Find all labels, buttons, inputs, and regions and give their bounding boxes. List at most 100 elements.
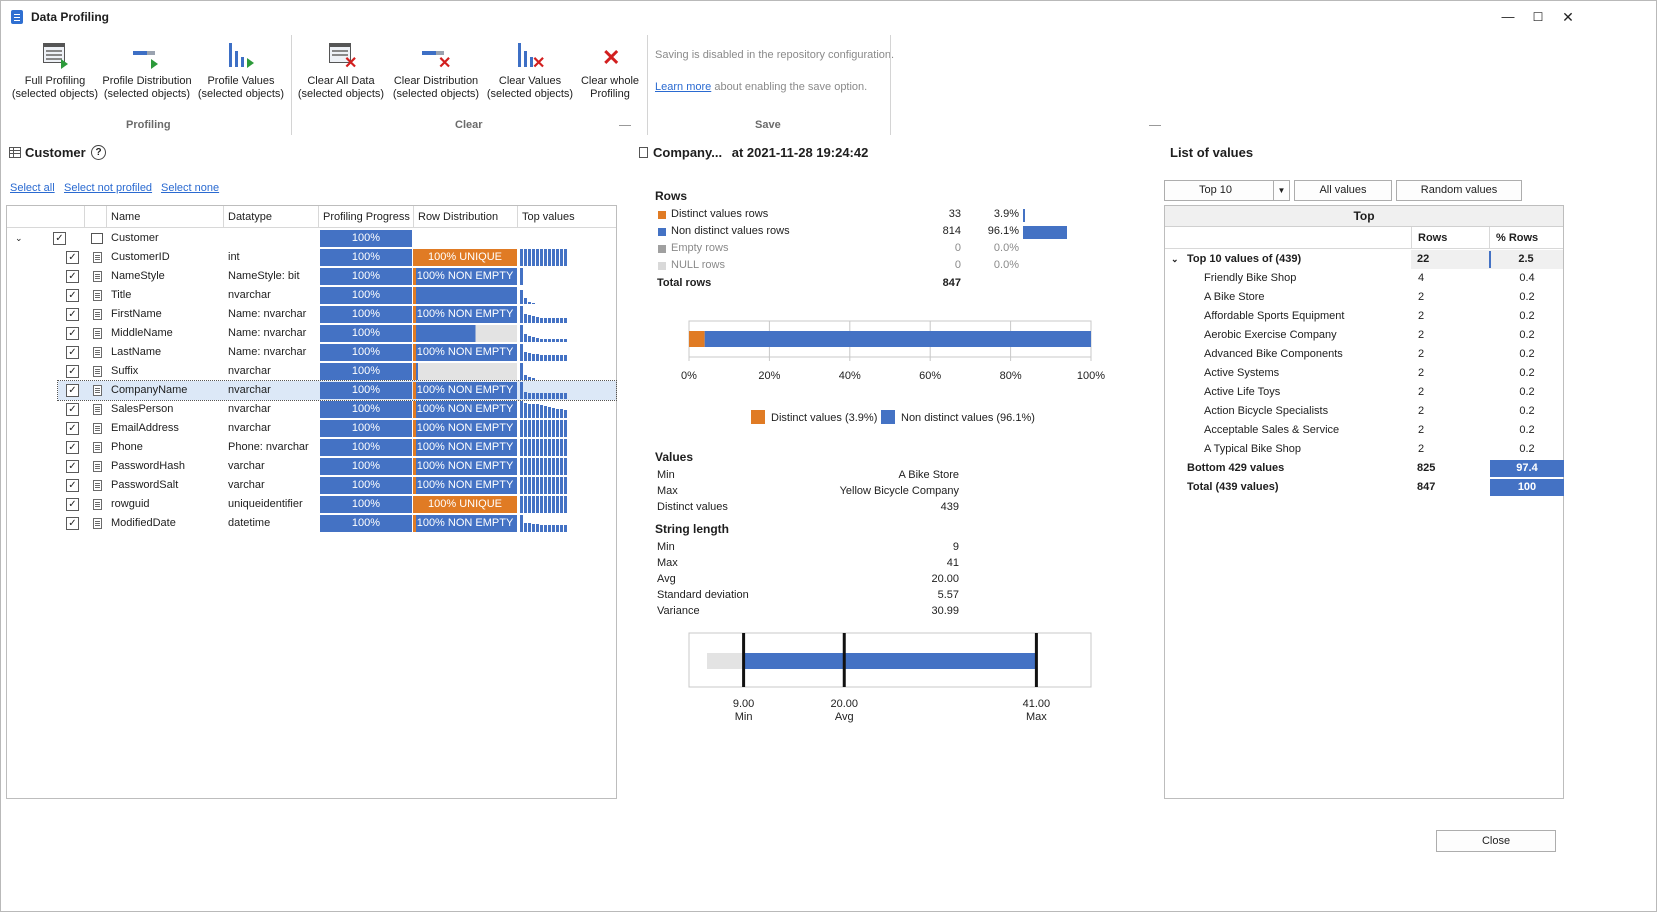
clear-all-data-label-1: Clear All Data [307,75,375,87]
select-all-link[interactable]: Select all [10,182,55,194]
row-checkbox[interactable]: ✓ [66,251,79,264]
maximize-icon[interactable]: ☐ [1532,10,1544,24]
row-checkbox[interactable]: ✓ [66,384,79,397]
close-icon[interactable]: ✕ [1562,9,1574,25]
all-values-button[interactable]: All values [1294,180,1392,201]
lov-item-row[interactable]: Active Systems 2 0.2 [1165,364,1563,383]
row-checkbox[interactable]: ✓ [66,498,79,511]
row-checkbox[interactable]: ✓ [66,327,79,340]
table-row[interactable]: ✓ Phone Phone: nvarchar 100% 100% NON EMPTY [7,438,616,457]
help-icon[interactable]: ? [91,145,106,160]
table-row[interactable]: ✓ LastName Name: nvarchar 100% 100% NON EMPT… [7,343,616,362]
column-icon [93,385,102,396]
database-icon [11,10,23,24]
lov-bottom-row[interactable]: Bottom 429 values 825 97.4 [1165,459,1564,478]
stat-value: 5.57 [937,589,959,601]
dropdown-arrow-icon[interactable]: ▼ [1273,181,1289,200]
clear-all-data-button[interactable]: ✕ Clear All Data (selected objects) [295,43,387,113]
row-checkbox[interactable]: ✓ [66,308,79,321]
sparkline-bar [520,515,523,532]
row-checkbox[interactable]: ✓ [66,422,79,435]
sparkline-bar [540,439,543,456]
lov-item-row[interactable]: Advanced Bike Components 2 0.2 [1165,345,1563,364]
row-checkbox[interactable]: ✓ [66,517,79,530]
table-row[interactable]: ✓ PasswordHash varchar 100% 100% NON EMPTY [7,457,616,476]
table-row[interactable]: ✓ FirstName Name: nvarchar 100% 100% NON EMP… [7,305,616,324]
stat-label: Avg [657,573,676,585]
table-row[interactable]: ✓ NameStyle NameStyle: bit 100% 100% NON EMP… [7,267,616,286]
clear-values-button[interactable]: ✕ Clear Values (selected objects) [484,43,576,113]
sparkline-bar [520,344,523,361]
close-button[interactable]: Close [1436,830,1556,852]
table-row[interactable]: ✓ PasswordSalt varchar 100% 100% NON EMPTY [7,476,616,495]
full-profiling-button[interactable]: Full Profiling (selected objects) [7,43,103,113]
sparkline-bar [532,378,535,380]
column-name: PasswordHash [111,460,185,472]
table-row-root[interactable]: ⌄ ✓ Customer 100% [7,229,616,248]
col-header-datatype[interactable]: Datatype [224,206,319,228]
sparkline-bar [548,420,551,437]
sparkline-bar [548,355,551,361]
lov-item-row[interactable]: Affordable Sports Equipment 2 0.2 [1165,307,1563,326]
sparkline-bar [524,477,527,494]
row-checkbox[interactable]: ✓ [66,441,79,454]
lov-total-pct: 100 [1490,479,1564,496]
table-row[interactable]: ✓ CustomerID int 100% 100% UNIQUE [7,248,616,267]
lov-item-row[interactable]: A Bike Store 2 0.2 [1165,288,1563,307]
expand-chevron-icon[interactable]: ⌄ [1171,254,1179,264]
column-icon [93,423,102,434]
row-checkbox[interactable]: ✓ [66,289,79,302]
sparkline-bar [556,496,559,513]
sparkline-bar [536,249,539,266]
row-checkbox[interactable]: ✓ [66,365,79,378]
rows-stat-label: Non distinct values rows [671,225,790,237]
lov-item-row[interactable]: Action Bicycle Specialists 2 0.2 [1165,402,1563,421]
row-checkbox[interactable]: ✓ [66,403,79,416]
table-row[interactable]: ✓ Title nvarchar 100% [7,286,616,305]
table-row[interactable]: ✓ EmailAddress nvarchar 100% 100% NON EMPTY [7,419,616,438]
lov-item-row[interactable]: Friendly Bike Shop 4 0.4 [1165,269,1563,288]
ribbon-collapse-icon[interactable] [1149,125,1161,126]
profile-values-button[interactable]: Profile Values (selected objects) [195,43,287,113]
lov-item-row[interactable]: A Typical Bike Shop 2 0.2 [1165,440,1563,459]
minimize-icon[interactable]: — [1501,9,1515,24]
lov-group-row[interactable]: ⌄ Top 10 values of (439) 22 2.5 [1165,250,1563,269]
top-values-dropdown[interactable]: Top 10 ▼ [1164,180,1290,201]
lov-item-row[interactable]: Active Life Toys 2 0.2 [1165,383,1563,402]
sparkline-bar [560,458,563,475]
lov-item-row[interactable]: Aerobic Exercise Company 2 0.2 [1165,326,1563,345]
col-header-profiling-progress[interactable]: Profiling Progress [319,206,414,228]
table-row[interactable]: ✓ rowguid uniqueidentifier 100% 100% UNIQUE [7,495,616,514]
row-checkbox[interactable]: ✓ [66,460,79,473]
x-tick-label: 20% [758,370,780,382]
profile-distribution-button[interactable]: Profile Distribution (selected objects) [101,43,193,113]
root-checkbox[interactable]: ✓ [53,232,66,245]
select-none-link[interactable]: Select none [161,182,220,194]
row-checkbox[interactable]: ✓ [66,346,79,359]
top-values-sparkline [520,306,570,323]
row-checkbox[interactable]: ✓ [66,270,79,283]
col-header-row-distribution[interactable]: Row Distribution [414,206,518,228]
table-row[interactable]: ✓ MiddleName Name: nvarchar 100% [7,324,616,343]
table-row[interactable]: ✓ CompanyName nvarchar 100% 100% NON EMPTY [57,380,617,401]
sparkline-bar [564,496,567,513]
lov-col-pct[interactable]: % Rows [1489,227,1563,249]
lov-col-rows[interactable]: Rows [1411,227,1489,249]
random-values-button[interactable]: Random values [1396,180,1522,201]
col-header-name[interactable]: Name [107,206,224,228]
table-row[interactable]: ✓ ModifiedDate datetime 100% 100% NON EMPTY [7,514,616,533]
lov-item-row[interactable]: Acceptable Sales & Service 2 0.2 [1165,421,1563,440]
table-row[interactable]: ✓ Suffix nvarchar 100% [7,362,616,381]
clear-distribution-button[interactable]: ✕ Clear Distribution (selected objects) [390,43,482,113]
col-header-top-values[interactable]: Top values [518,206,616,228]
clear-whole-profiling-button[interactable]: ✕ Clear whole Profiling [576,43,644,113]
sparkline-bar [532,316,535,323]
select-not-profiled-link[interactable]: Select not profiled [64,182,153,194]
learn-more-link[interactable]: Learn more [655,81,712,93]
row-checkbox[interactable]: ✓ [66,479,79,492]
table-row[interactable]: ✓ SalesPerson nvarchar 100% 100% NON EMPTY [7,400,616,419]
lov-total-row[interactable]: Total (439 values) 847 100 [1165,478,1564,497]
expand-chevron-icon[interactable]: ⌄ [15,233,23,243]
row-distribution-label: 100% NON EMPTY [416,403,514,415]
ribbon-collapse-icon[interactable] [619,125,631,126]
